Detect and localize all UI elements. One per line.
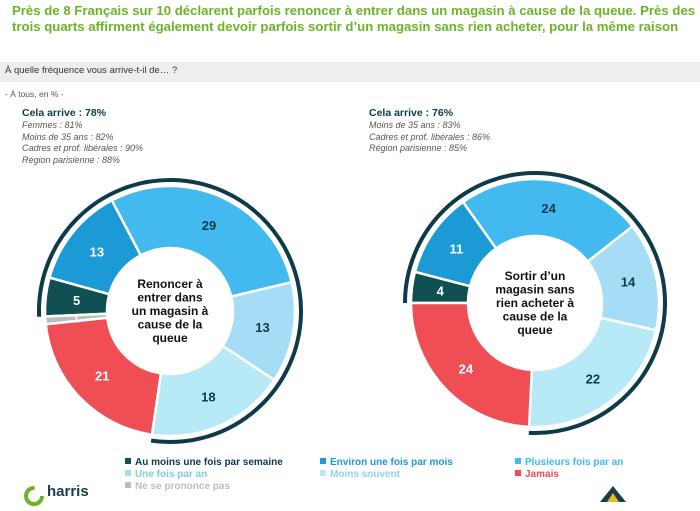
question-text: À quelle fréquence vous arrive-t-il de… … xyxy=(5,65,178,76)
donut-segment xyxy=(44,316,163,437)
donut-center-label: queue xyxy=(517,323,553,337)
data-label: 4 xyxy=(437,283,445,298)
headline: Près de 8 Français sur 10 déclarent parf… xyxy=(12,3,696,34)
legend-label: Une fois par an xyxy=(135,469,208,480)
summary-line: Femmes : 81% xyxy=(22,120,83,130)
donut-center-label: entrer dans xyxy=(137,291,203,305)
summary-total: Cela arrive : 76% xyxy=(369,107,454,119)
donut-center-label: un magasin à xyxy=(132,304,209,318)
summary-total: Cela arrive : 78% xyxy=(22,107,107,119)
summary-line: Moins de 35 ans : 83% xyxy=(369,120,461,130)
donut-segment xyxy=(409,301,534,429)
harris-logo-icon xyxy=(24,486,44,511)
donut-center-label: Sortir d’un xyxy=(505,269,566,283)
summary-line: Moins de 35 ans : 82% xyxy=(22,131,114,142)
legend-label: Plusieurs fois par an xyxy=(525,457,624,468)
data-label: 1 xyxy=(73,314,79,326)
donut-center-label: rien acheter à xyxy=(496,296,574,310)
question-bar xyxy=(0,62,700,82)
summary-left: Cela arrive : 78% Femmes : 81% Moins de … xyxy=(22,107,143,166)
data-label: 21 xyxy=(95,369,109,384)
legend-swatch xyxy=(125,482,131,488)
summary-line: Cadres et prof. libérales : 86% xyxy=(369,131,491,142)
donut-segment xyxy=(527,316,658,429)
donut-center-label: magasin sans xyxy=(495,283,575,297)
legend-label: Moins souvent xyxy=(330,469,401,480)
legend-item: Plusieurs fois par an xyxy=(515,457,623,468)
data-label: 22 xyxy=(586,371,600,386)
legend-swatch xyxy=(320,470,326,476)
cela-arrive-arc xyxy=(37,178,303,444)
data-label: 29 xyxy=(202,218,216,233)
donut-center-label: queue xyxy=(152,331,188,345)
legend-label: Environ une fois par mois xyxy=(330,457,453,468)
logo-name: harris xyxy=(47,483,89,500)
legend-swatch xyxy=(515,470,521,476)
donut-segment xyxy=(43,312,109,326)
data-label: 24 xyxy=(459,361,474,376)
donut-segment xyxy=(110,184,294,299)
legend-item: Au moins une fois par semaine xyxy=(125,457,283,468)
legend-item: Ne se prononce pas xyxy=(125,481,230,492)
summary-line: Région parisienne : 88% xyxy=(22,154,121,165)
legend-label: Ne se prononce pas xyxy=(135,481,231,492)
base-text: - À tous, en % - xyxy=(5,89,64,99)
legend-item: Environ une fois par mois xyxy=(320,457,453,468)
donut-center-label: cause de la xyxy=(138,318,203,332)
legend-swatch xyxy=(125,470,131,476)
data-label: 13 xyxy=(90,244,104,259)
legend-swatch xyxy=(125,458,131,464)
data-label: 24 xyxy=(541,201,556,216)
donut-center-label: Renoncer à xyxy=(137,277,203,291)
legend-label: Jamais xyxy=(525,469,559,480)
legend-item: Jamais xyxy=(515,469,559,480)
legend-swatch xyxy=(515,458,521,464)
summary-line: Cadres et prof. libérales : 90% xyxy=(22,143,144,153)
donut-segment xyxy=(461,177,635,264)
legend-item: Une fois par an xyxy=(125,469,207,480)
legend-swatch xyxy=(320,458,326,464)
summary-line: Région parisienne : 85% xyxy=(369,143,468,153)
data-label: 11 xyxy=(449,241,463,256)
partner-logo-icon xyxy=(598,484,628,508)
summary-right: Cela arrive : 76% Moins de 35 ans : 83% … xyxy=(369,107,490,155)
data-label: 5 xyxy=(73,293,80,308)
cela-arrive-arc xyxy=(403,171,667,435)
donut-segment xyxy=(150,344,276,438)
donut-center-label: cause de la xyxy=(503,310,568,324)
legend-item: Moins souvent xyxy=(320,469,400,480)
data-label: 14 xyxy=(621,274,636,289)
data-label: 18 xyxy=(201,389,215,404)
legend-label: Au moins une fois par semaine xyxy=(135,457,283,468)
data-label: 13 xyxy=(255,320,269,335)
